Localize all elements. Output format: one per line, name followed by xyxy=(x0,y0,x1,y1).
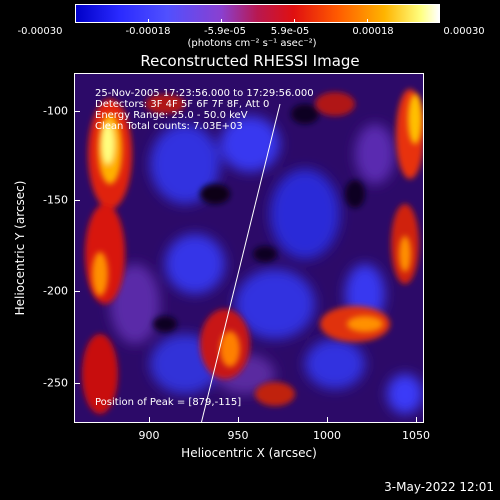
colorbar-tick-mark xyxy=(148,19,149,23)
y-tick-mark xyxy=(74,291,80,292)
x-tick-mark xyxy=(416,417,417,423)
peak-position-text: Position of Peak = [879,-115] xyxy=(95,397,242,408)
y-tick-label: -250 xyxy=(43,376,68,390)
colorbar xyxy=(75,4,440,23)
plot-timestamp: 3-May-2022 12:01 xyxy=(384,480,494,494)
colorbar-tick-mark xyxy=(75,19,76,23)
rhessi-map-image xyxy=(75,74,423,422)
x-tick-mark xyxy=(327,417,328,423)
y-tick-mark xyxy=(74,111,80,112)
colorbar-tick-mark xyxy=(221,19,222,23)
y-axis-title: Heliocentric Y (arcsec) xyxy=(13,180,27,316)
time-range-text: 25-Nov-2005 17:23:56.000 to 17:29:56.000 xyxy=(95,88,314,99)
y-tick-label: -150 xyxy=(43,193,68,207)
colorbar-tick-mark xyxy=(367,19,368,23)
y-tick-label: -200 xyxy=(43,284,68,298)
colorbar-tick-label: -5.9e-05 xyxy=(204,26,246,37)
x-tick-mark xyxy=(149,417,150,423)
method-counts-text: Clean Total counts: 7.03E+03 xyxy=(95,121,243,132)
y-tick-mark xyxy=(74,383,80,384)
x-tick-label: 1000 xyxy=(313,429,341,442)
colorbar-tick-mark xyxy=(294,19,295,23)
y-tick-label: -100 xyxy=(43,104,68,118)
colorbar-tick-label: 5.9e-05 xyxy=(270,26,310,37)
x-tick-label: 1050 xyxy=(402,429,430,442)
x-tick-label: 900 xyxy=(138,429,160,442)
solar-limb-line xyxy=(200,103,281,422)
colorbar-tick-label: -0.00018 xyxy=(125,26,171,37)
colorbar-units: (photons cm⁻² s⁻¹ asec⁻²) xyxy=(187,38,317,49)
y-tick-mark xyxy=(74,200,80,201)
colorbar-tick-label: -0.00030 xyxy=(17,26,63,37)
x-axis-title: Heliocentric X (arcsec) xyxy=(181,446,317,460)
colorbar-tick-mark xyxy=(439,19,440,23)
colorbar-tick-label: 0.00018 xyxy=(352,26,394,37)
x-tick-label: 950 xyxy=(227,429,249,442)
detectors-text: Detectors: 3F 4F 5F 6F 7F 8F, Att 0 xyxy=(95,99,270,110)
x-tick-mark xyxy=(238,417,239,423)
energy-range-text: Energy Range: 25.0 - 50.0 keV xyxy=(95,110,248,121)
colorbar-tick-label: 0.00030 xyxy=(443,26,485,37)
image-plot-area: 25-Nov-2005 17:23:56.000 to 17:29:56.000… xyxy=(74,73,424,423)
plot-title: Reconstructed RHESSI Image xyxy=(140,52,360,70)
